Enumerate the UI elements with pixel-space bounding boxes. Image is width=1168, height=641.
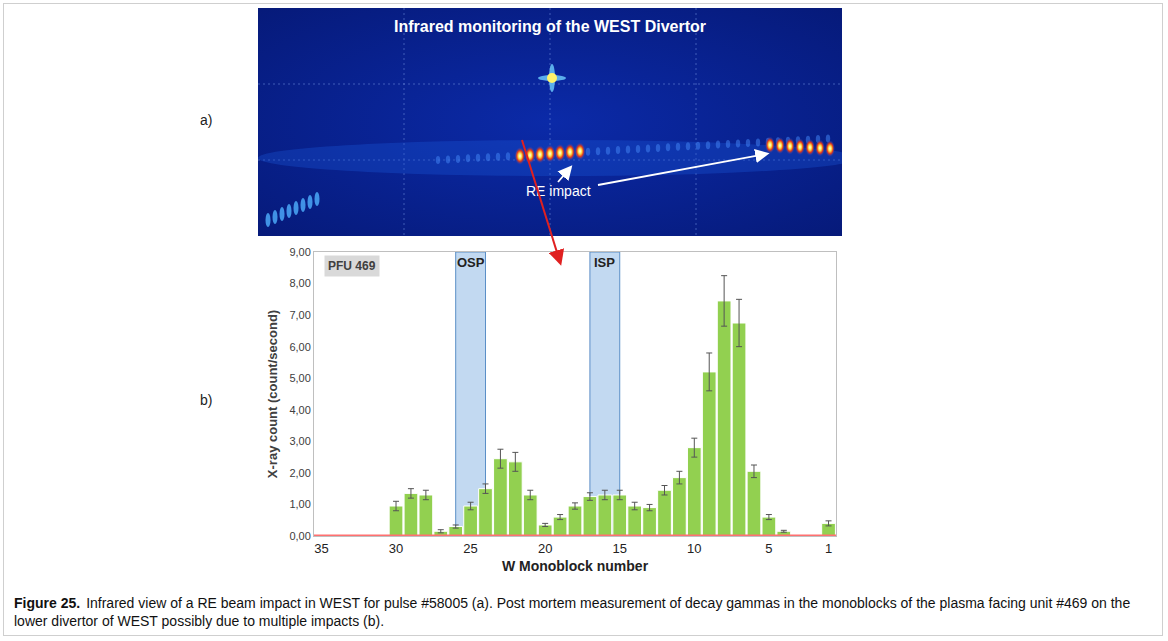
svg-text:6,00: 6,00 — [289, 341, 310, 353]
html-text:b): b) — [200, 392, 213, 408]
svg-text:2,00: 2,00 — [289, 467, 310, 479]
svg-text:25: 25 — [463, 541, 477, 556]
svg-text:5,00: 5,00 — [289, 372, 310, 384]
svg-text:1: 1 — [825, 541, 832, 556]
html-text:a): a) — [200, 112, 213, 128]
svg-text:PFU 469: PFU 469 — [328, 259, 376, 273]
svg-text:OSP: OSP — [457, 255, 485, 270]
svg-text:15: 15 — [613, 541, 627, 556]
svg-text:7,00: 7,00 — [289, 309, 310, 321]
svg-text:30: 30 — [389, 541, 403, 556]
svg-text:1,00: 1,00 — [289, 498, 310, 510]
svg-text:3,00: 3,00 — [289, 435, 310, 447]
svg-text:RE impact: RE impact — [526, 183, 591, 199]
html-text:Figure 25. Infrared view of a: Figure 25. Infrared view of a RE beam im… — [14, 595, 1131, 629]
svg-text:9,00: 9,00 — [289, 246, 310, 258]
svg-text:20: 20 — [538, 541, 552, 556]
svg-text:ISP: ISP — [594, 255, 615, 270]
svg-text:4,00: 4,00 — [289, 404, 310, 416]
svg-text:W Monoblock number: W Monoblock number — [502, 558, 649, 574]
svg-text:X-ray count (count/second): X-ray count (count/second) — [265, 310, 280, 478]
svg-text:35: 35 — [314, 541, 328, 556]
svg-text:0,00: 0,00 — [289, 530, 310, 542]
svg-text:10: 10 — [687, 541, 701, 556]
svg-text:5: 5 — [765, 541, 772, 556]
svg-text:Infrared monitoring of the WES: Infrared monitoring of the WEST Divertor — [394, 18, 706, 35]
svg-text:8,00: 8,00 — [289, 277, 310, 289]
